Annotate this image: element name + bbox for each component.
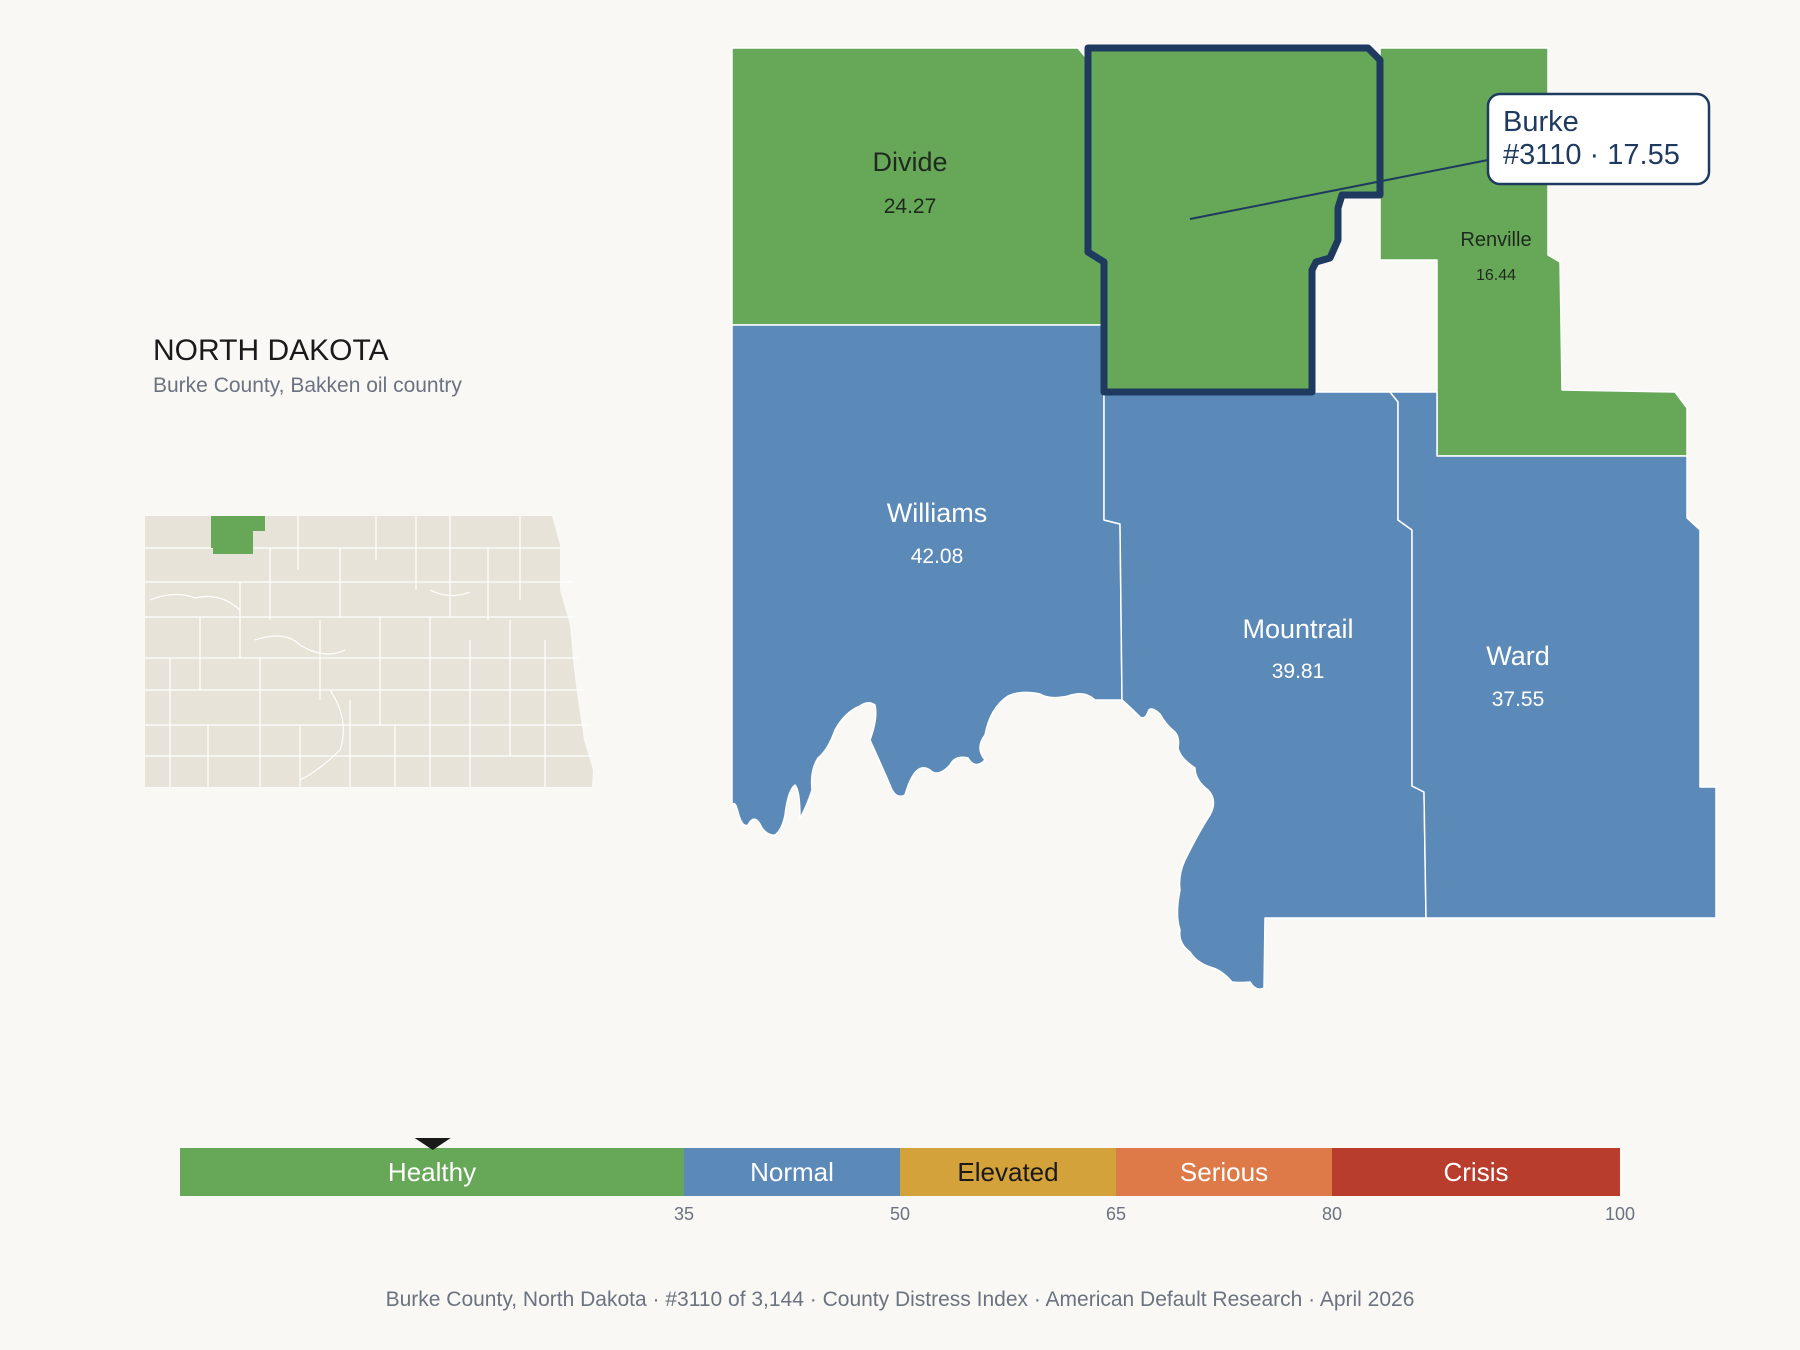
inset-north-dakota-shape — [145, 516, 593, 787]
footer-caption: Burke County, North Dakota · #3110 of 3,… — [386, 1288, 1415, 1311]
inset-burke-highlight — [211, 516, 265, 554]
scale-band-label-elevated: Elevated — [957, 1157, 1058, 1187]
inset-county-lines — [145, 516, 592, 787]
footer-index: County Distress Index — [823, 1288, 1029, 1311]
state-subtitle: Burke County, Bakken oil country — [153, 374, 462, 397]
tooltip-leader-line — [1189, 159, 1489, 220]
footer-date: April 2026 — [1320, 1288, 1415, 1311]
county-label-williams: Williams — [887, 498, 988, 528]
county-value-ward: 37.55 — [1492, 688, 1545, 711]
scale-tick-80: 80 — [1322, 1204, 1342, 1224]
county-value-mountrail: 39.81 — [1272, 660, 1325, 683]
county-value-renville: 16.44 — [1476, 267, 1516, 284]
county-labels: Divide 24.27 Renville 16.44 Williams 42.… — [872, 147, 1549, 711]
burke-tooltip: Burke #3110 · 17.55 — [1189, 92, 1711, 220]
county-label-mountrail: Mountrail — [1242, 614, 1353, 644]
county-renville[interactable] — [1379, 47, 1688, 457]
county-label-renville: Renville — [1460, 229, 1531, 251]
scale-tick-50: 50 — [890, 1204, 910, 1224]
tooltip-rank-score: #3110 · 17.55 — [1503, 139, 1680, 171]
footer-separator: · — [653, 1288, 666, 1311]
footer-rank: #3110 of 3,144 — [665, 1288, 804, 1311]
scale-band-healthy — [180, 1148, 684, 1196]
footer-separator: · — [1034, 1288, 1046, 1311]
scale-band-elevated — [900, 1148, 1116, 1196]
footer-separator: · — [810, 1288, 823, 1311]
county-label-divide: Divide — [872, 147, 947, 177]
county-burke[interactable] — [1088, 48, 1380, 392]
scale-band-label-normal: Normal — [750, 1157, 834, 1187]
scale-band-serious — [1116, 1148, 1332, 1196]
inset-state-map — [145, 516, 593, 787]
scale-tick-65: 65 — [1106, 1204, 1126, 1224]
footer-separator: · — [1308, 1288, 1320, 1311]
county-williams[interactable] — [731, 324, 1123, 836]
scale-band-label-healthy: Healthy — [388, 1157, 476, 1187]
county-map — [731, 44, 1717, 990]
footer-source: American Default Research — [1046, 1288, 1303, 1311]
county-divide[interactable] — [731, 47, 1105, 326]
county-mountrail[interactable] — [1103, 391, 1427, 990]
burke-highlight-outline — [1084, 44, 1384, 396]
county-value-williams: 42.08 — [911, 545, 964, 568]
scale-marker-triangle — [414, 1138, 451, 1150]
state-title: NORTH DAKOTA — [153, 334, 389, 367]
scale-tick-100: 100 — [1605, 1204, 1635, 1224]
scale-band-normal — [684, 1148, 900, 1196]
scale-band-label-crisis: Crisis — [1444, 1157, 1509, 1187]
county-ward[interactable] — [1389, 391, 1717, 919]
distress-scale-legend: Healthy Normal Elevated Serious Crisis 35 50 65… — [180, 1138, 1635, 1224]
footer-county: Burke County, North Dakota — [386, 1288, 647, 1311]
tooltip-box — [1486, 92, 1711, 186]
scale-tick-35: 35 — [674, 1204, 694, 1224]
scale-band-label-serious: Serious — [1180, 1157, 1268, 1187]
scale-band-crisis — [1332, 1148, 1620, 1196]
county-label-ward: Ward — [1486, 641, 1550, 671]
county-value-divide: 24.27 — [884, 195, 937, 218]
tooltip-county-name: Burke — [1503, 106, 1579, 138]
